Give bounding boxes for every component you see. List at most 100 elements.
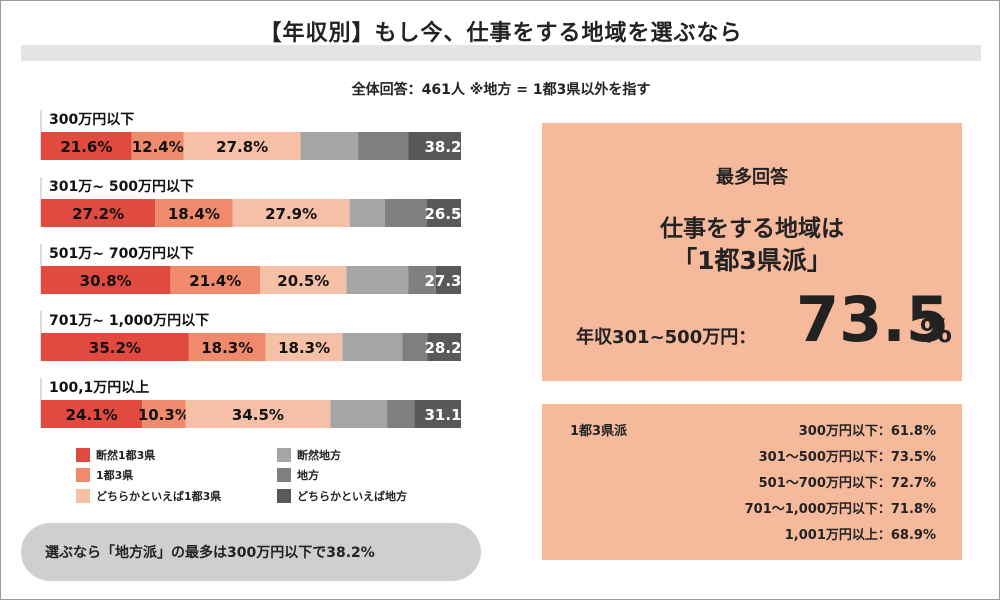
bar-segment [435,266,461,294]
data-label: 35.2% [89,339,141,357]
legend-label: どちらかといえば1都3県 [96,490,222,503]
bar-segment [330,400,388,428]
data-label: 18.4% [168,205,220,223]
share-row-label: 701～1,000万円以下： [744,502,891,517]
share-row: 1,001万円以上：68.9% [785,524,936,543]
page-title: 【年収別】もし今、仕事をする地域を選ぶなら [259,21,743,46]
share-row-label: 1,001万円以上： [784,528,891,543]
bar-segment [232,199,350,227]
panel-income-label: 年収301~500万円： [576,327,757,348]
share-row: 300万円以下：61.8% [799,420,936,439]
data-label: 12.4% [132,138,184,156]
bar-segment [387,400,415,428]
rural-total-label: 26.5 [424,205,461,223]
bar-segment [41,199,156,227]
data-label: 27.9% [265,205,317,223]
panel-big-value: 73.5 [796,283,949,356]
bar-segment [131,132,184,160]
bar-segment [426,199,461,227]
legend-label: 地方 [297,469,319,482]
legend-label: 断然1都3県 [96,449,156,462]
panel-heading: 最多回答 [716,167,788,188]
share-row-label: 300万円以下： [798,424,891,439]
bar-segment [342,333,403,361]
bar-segment [402,333,428,361]
legend-item-rather-capital: どちらかといえば1都3県 [76,488,221,504]
bar-segment [183,132,301,160]
share-row: 301～500万円以下：73.5% [759,446,936,465]
legend-swatch [76,468,90,482]
legend-swatch [76,489,90,503]
share-row-value: 71.8% [890,502,936,517]
page-subtitle: 全体回答：461人 ※地方 = 1都3県以外を指す [351,82,651,98]
panel-line-1: 仕事をする地域は [660,216,844,242]
bar-segment [384,199,427,227]
legend-item-absolutely-capital: 断然1都3県 [76,447,155,463]
share-row-label: 301～500万円以下： [758,450,891,465]
data-label: 20.5% [277,272,329,290]
bar-segment [408,132,461,160]
capital-share-panel: 1都3県派 300万円以下：61.8% 301～500万円以下：73.5% 50… [542,404,962,560]
bar-segment [300,132,359,160]
legend-label: 断然地方 [297,449,341,462]
top-result-panel: 最多回答 仕事をする地域は 「1都3県派」 年収301~500万円： 73.5 … [542,123,962,381]
data-label: 27.8% [216,138,268,156]
bar-segment [142,400,186,428]
bar-segment [41,266,171,294]
share-row-value: 61.8% [890,424,936,439]
bar-segment [155,199,233,227]
legend-swatch [277,489,291,503]
bar-segment [358,132,409,160]
category-label: 501万~ 700万円以下 [49,246,194,262]
panel-heading: 1都3県派 [570,424,628,439]
data-label: 34.5% [232,406,284,424]
bar-segment [346,266,409,294]
category-label: 100,1万円以上 [49,380,149,396]
category-label: 301万~ 500万円以下 [49,179,194,195]
title-underline-bar [21,45,981,61]
legend-item-rural: 地方 [277,467,319,483]
data-label: 21.6% [60,138,112,156]
rural-total-label: 27.3 [424,272,461,290]
data-label: 27.2% [72,205,124,223]
summary-callout: 選ぶなら「地方派」の最多は300万円以下で38.2% [21,523,481,581]
data-label: 21.4% [189,272,241,290]
bar-segment [349,199,385,227]
data-label: 24.1% [66,406,118,424]
bar-segment [188,333,266,361]
legend-swatch [277,468,291,482]
legend-label: どちらかといえば地方 [297,490,407,503]
share-row: 701～1,000万円以下：71.8% [745,498,936,517]
share-row-value: 73.5% [890,450,936,465]
data-label: 10.3% [138,406,190,424]
category-label: 701万~ 1,000万円以下 [49,313,209,329]
bar-segment [185,400,331,428]
legend-item-capital: 1都3県 [76,467,133,483]
share-row-value: 68.9% [890,528,936,543]
bar-segment [260,266,347,294]
category-label: 300万円以下 [49,112,134,128]
data-label: 18.3% [201,339,253,357]
rural-total-label: 28.2 [424,339,461,357]
bar-segment [41,132,132,160]
legend-item-absolutely-rural: 断然地方 [277,447,341,463]
rural-total-label: 31.1 [424,406,461,424]
panel-big-unit: % [920,312,953,350]
bar-segment [427,333,461,361]
bar-segment [41,333,189,361]
bar-segment [170,266,261,294]
data-label: 30.8% [80,272,132,290]
legend-swatch [277,448,291,462]
panel-line-2: 「1都3県派」 [672,246,832,275]
bar-segment [41,400,143,428]
share-row-value: 72.7% [890,476,936,491]
legend-label: 1都3県 [96,469,134,482]
rural-total-label: 38.2 [424,138,461,156]
legend-item-rather-rural: どちらかといえば地方 [277,488,407,504]
share-row: 501～700万円以下：72.7% [759,472,936,491]
share-row-label: 501～700万円以下： [758,476,891,491]
bar-segment [414,400,461,428]
bar-segment [265,333,343,361]
